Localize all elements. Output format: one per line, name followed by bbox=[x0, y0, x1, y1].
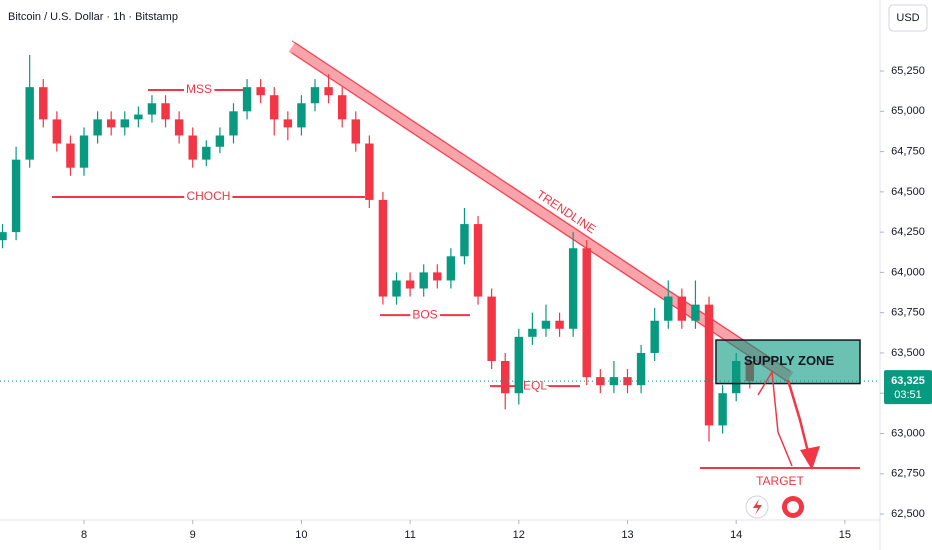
currency-label[interactable]: USD bbox=[896, 12, 919, 24]
last-price-box bbox=[884, 370, 932, 405]
candle-body bbox=[66, 143, 75, 168]
candle-body bbox=[623, 377, 632, 386]
supply-zone-label: SUPPLY ZONE bbox=[744, 353, 835, 368]
candle-body bbox=[215, 135, 225, 147]
candle-body bbox=[582, 248, 591, 378]
event-icon-flag-inner bbox=[787, 501, 799, 513]
candle-body bbox=[514, 336, 524, 394]
candle-body bbox=[202, 146, 211, 160]
x-tick-label: 9 bbox=[190, 529, 196, 541]
event-icon-bolt bbox=[753, 499, 762, 515]
candle-body bbox=[324, 87, 333, 96]
candle-body bbox=[106, 119, 116, 128]
candle-body bbox=[555, 320, 564, 329]
candle-body bbox=[147, 103, 157, 115]
candle-body bbox=[501, 361, 510, 394]
candle-body bbox=[677, 296, 687, 321]
candle-body bbox=[392, 280, 401, 297]
candle-body bbox=[174, 119, 184, 136]
candle-body bbox=[365, 143, 374, 200]
candle-body bbox=[25, 87, 34, 160]
candle-body bbox=[0, 232, 7, 241]
candle-body bbox=[120, 119, 129, 128]
x-tick-label: 12 bbox=[513, 529, 525, 541]
candle-body bbox=[161, 103, 170, 120]
y-tick-label: 64,750 bbox=[891, 145, 925, 157]
candle-body bbox=[93, 119, 102, 136]
y-tick-label: 64,500 bbox=[891, 186, 925, 198]
candle-body bbox=[718, 393, 727, 426]
currency-button[interactable] bbox=[888, 4, 928, 32]
level-label: CHOCH bbox=[186, 189, 230, 203]
chart-title: Bitcoin / U.S. Dollar · 1h · Bitstamp bbox=[8, 11, 178, 23]
candle-body bbox=[351, 119, 360, 144]
candle-body bbox=[419, 272, 428, 289]
x-tick-label: 15 bbox=[839, 529, 851, 541]
y-tick-label: 63,500 bbox=[891, 347, 925, 359]
candle-body bbox=[405, 280, 415, 289]
projection-arrow bbox=[786, 379, 810, 453]
candle-body bbox=[52, 119, 62, 144]
candle-body bbox=[39, 87, 48, 120]
x-tick-label: 10 bbox=[295, 529, 307, 541]
supply-zone bbox=[715, 339, 861, 385]
candle-body bbox=[188, 135, 197, 160]
candle-body bbox=[568, 248, 578, 329]
x-tick-label: 11 bbox=[404, 529, 415, 541]
candle-body bbox=[229, 111, 238, 136]
projection-path bbox=[757, 369, 793, 467]
y-tick-label: 65,250 bbox=[891, 65, 925, 77]
candle-body bbox=[297, 103, 306, 128]
countdown-label: 03:51 bbox=[894, 389, 922, 401]
candle-body bbox=[433, 272, 442, 281]
x-tick-label: 13 bbox=[621, 529, 633, 541]
y-tick-label: 63,750 bbox=[891, 307, 925, 319]
level-label: EQL bbox=[523, 378, 547, 392]
y-tick-label: 62,750 bbox=[891, 468, 925, 480]
candle-body bbox=[134, 114, 143, 120]
candle-body bbox=[704, 304, 714, 426]
y-tick-label: 64,250 bbox=[891, 226, 925, 238]
last-price-label: 63,325 bbox=[891, 375, 925, 387]
candle-body bbox=[310, 87, 320, 104]
candle-body bbox=[283, 119, 293, 128]
candle-body bbox=[460, 224, 469, 257]
level-label: MSS bbox=[186, 82, 212, 96]
candle-body bbox=[609, 377, 619, 386]
candle-body bbox=[487, 296, 496, 362]
y-tick-label: 65,000 bbox=[891, 105, 925, 117]
candle-body bbox=[650, 320, 659, 353]
candle-body bbox=[446, 256, 456, 281]
y-tick-label: 62,500 bbox=[891, 508, 925, 520]
candle-body bbox=[256, 87, 265, 96]
y-tick-label: 63,000 bbox=[891, 427, 925, 439]
candle-body bbox=[636, 352, 646, 386]
candle-body bbox=[541, 320, 551, 329]
candle-body bbox=[378, 199, 388, 297]
candle-body bbox=[473, 224, 483, 297]
y-tick-label: 64,000 bbox=[891, 266, 925, 278]
x-tick-label: 14 bbox=[730, 529, 742, 541]
candle-body bbox=[691, 304, 700, 321]
level-label: BOS bbox=[412, 307, 437, 321]
candle-body bbox=[528, 328, 537, 337]
candle-body bbox=[664, 296, 673, 321]
candle-body bbox=[337, 95, 347, 120]
plot: 62,50062,75063,00063,25063,50063,75064,0… bbox=[0, 40, 932, 541]
arrow-head bbox=[800, 446, 820, 470]
candle-body bbox=[242, 87, 252, 112]
target-label: TARGET bbox=[756, 474, 804, 488]
candle-body bbox=[11, 159, 21, 233]
x-tick-label: 8 bbox=[81, 529, 87, 541]
candle-body bbox=[270, 95, 279, 120]
candle-body bbox=[79, 135, 89, 168]
